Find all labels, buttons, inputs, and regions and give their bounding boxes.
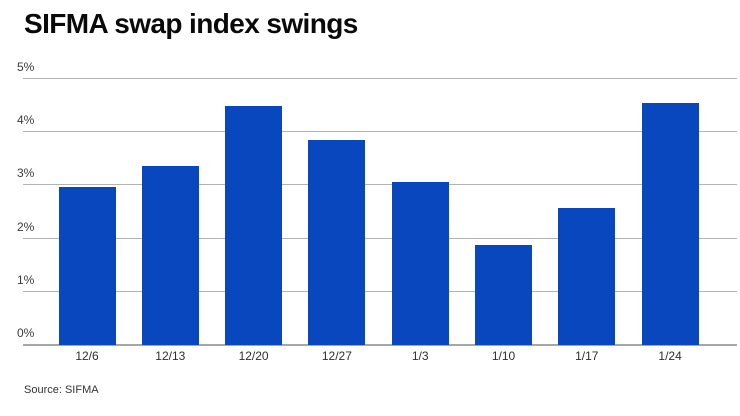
x-tick-label: 12/27	[321, 349, 352, 363]
gridline	[23, 184, 737, 186]
x-tick-label: 1/10	[491, 349, 516, 363]
bar-1-10	[475, 244, 532, 345]
x-axis-line	[23, 344, 737, 346]
y-tick-label: 2%	[17, 219, 35, 234]
bar-1-17	[558, 208, 616, 345]
chart-title: SIFMA swap index swings	[24, 8, 358, 39]
bar-12-20	[225, 105, 283, 345]
gridline	[23, 237, 737, 239]
x-tick-label: 1/17	[575, 349, 599, 363]
y-tick-label: 3%	[17, 166, 35, 181]
x-tick-label: 1/24	[658, 349, 682, 363]
bar-12-13	[141, 165, 199, 345]
y-tick-label: 5%	[17, 60, 35, 74]
gridline	[23, 78, 737, 79]
bar-12-27	[308, 139, 366, 345]
bar-1-3	[391, 181, 449, 345]
bar-12-6	[58, 187, 116, 345]
source-note: Source: SIFMA	[24, 384, 99, 396]
x-tick-label: 12/20	[238, 349, 269, 363]
plot-area: 0% 1% 2% 3% 4% 5% 12/6 12/13 12/20 12/27 1/3 1/10 1/…	[17, 61, 737, 363]
x-tick-label: 12/6	[75, 349, 99, 363]
x-tick-label: 12/13	[155, 349, 186, 363]
y-tick-label: 0%	[17, 326, 35, 340]
x-tick-label: 1/3	[411, 349, 429, 363]
y-tick-label: 4%	[17, 113, 35, 128]
bar-1-24	[641, 102, 699, 345]
gridline	[23, 131, 737, 133]
y-tick-label: 1%	[17, 272, 35, 287]
gridline	[23, 290, 737, 292]
